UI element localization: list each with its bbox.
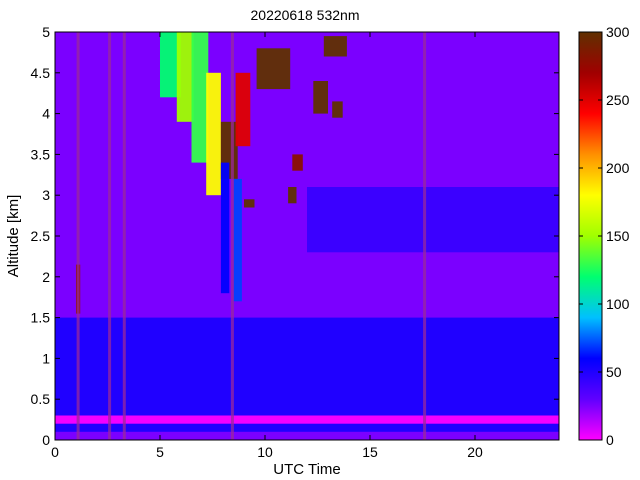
heatmap-fall_streak [220, 162, 230, 294]
x-tick-label: 15 [362, 444, 378, 460]
heatmap-fall_streak [233, 178, 242, 302]
y-tick-label: 3 [42, 187, 50, 203]
y-tick-label: 4 [42, 106, 50, 122]
heatmap-cloud_patch [256, 48, 291, 90]
y-tick-label: 5 [42, 24, 50, 40]
y-tick-label: 4.5 [31, 65, 51, 81]
colorbar-tick-label: 100 [606, 296, 630, 312]
chart-title: 20220618 532nm [251, 7, 360, 23]
heatmap-cloud_streak [206, 72, 221, 196]
heatmap-layers [55, 32, 559, 440]
heatmap-cloud_patch [292, 154, 303, 171]
heatmap-aerosol_layer [55, 317, 559, 432]
heatmap-thin_layer [307, 187, 559, 253]
x-tick-label: 10 [257, 444, 273, 460]
x-axis-label: UTC Time [273, 461, 341, 478]
heatmap-cloud_patch [235, 72, 251, 147]
colorbar-tick-label: 250 [606, 92, 630, 108]
x-tick-label: 0 [51, 444, 59, 460]
data-gap-line [122, 32, 126, 440]
colorbar-tick-label: 50 [606, 364, 622, 380]
heatmap-cloud_patch [313, 81, 328, 114]
y-axis-ticks: 0 0.5 1 1.5 2 2.5 3 3.5 4 4.5 5 [31, 24, 559, 448]
colorbar-ticks: 0 50 100 150 200 250 300 [579, 24, 630, 448]
y-tick-label: 0.5 [31, 391, 51, 407]
y-tick-label: 1.5 [31, 310, 51, 326]
colorbar-tick-label: 0 [606, 432, 614, 448]
y-tick-label: 2 [42, 269, 50, 285]
x-tick-label: 20 [467, 444, 483, 460]
colorbar-tick-label: 200 [606, 160, 630, 176]
heatmap-cloud_streak [160, 32, 181, 98]
y-tick-label: 1 [42, 350, 50, 366]
y-axis-label: Altitude [km] [5, 195, 22, 278]
y-tick-label: 0 [42, 432, 50, 448]
heatmap-cloud_streak [191, 32, 209, 163]
y-tick-label: 3.5 [31, 146, 51, 162]
x-axis-ticks: 0 5 10 15 20 [51, 32, 483, 460]
heatmap-cloud_patch [244, 199, 255, 208]
heatmap-cloud_patch [288, 187, 297, 204]
heatmap-cloud_patch [323, 36, 347, 57]
data-gap-line [76, 32, 80, 440]
y-tick-label: 2.5 [31, 228, 51, 244]
heatmap-cloud_patch [332, 101, 343, 118]
colorbar-tick-label: 300 [606, 24, 630, 40]
data-gap-line [108, 32, 112, 440]
heatmap-surface_layer [55, 415, 559, 424]
data-gap-line [423, 32, 427, 440]
heatmap-cloud_streak [176, 32, 194, 122]
colorbar-tick-label: 150 [606, 228, 630, 244]
data-gap-line [230, 32, 234, 440]
x-tick-label: 5 [156, 444, 164, 460]
